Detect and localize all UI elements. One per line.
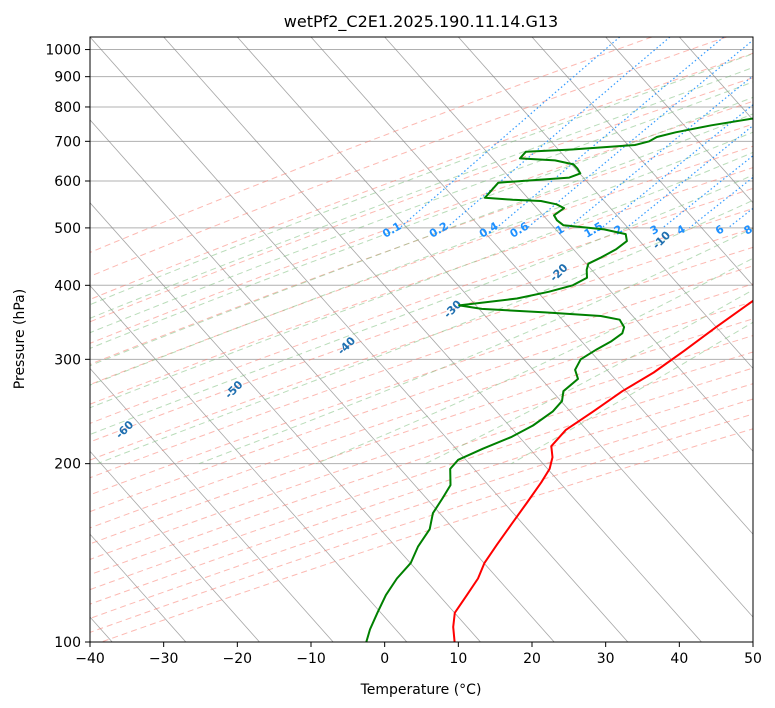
x-tick-label: 30 xyxy=(597,651,615,667)
moist-adiabat-line xyxy=(90,174,753,436)
moist-adiabat-line xyxy=(511,321,753,465)
mixing-ratio-line xyxy=(567,75,753,229)
x-tick-label: −40 xyxy=(75,651,105,667)
y-tick-label: 200 xyxy=(54,457,81,473)
isotherm-line xyxy=(458,37,753,370)
mixing-ratio-line xyxy=(496,37,724,229)
x-tick-label: 50 xyxy=(744,651,762,667)
dry-adiabat-line xyxy=(90,77,753,323)
x-tick-label: 40 xyxy=(670,651,688,667)
dry-adiabat-lines xyxy=(90,37,753,642)
isotherm-line xyxy=(90,367,334,642)
isotherm-line xyxy=(531,37,753,287)
y-tick-label: 900 xyxy=(54,70,81,86)
y-tick-label: 500 xyxy=(54,221,81,237)
x-axis-title: Temperature (°C) xyxy=(360,682,482,698)
dry-adiabat-line xyxy=(90,351,753,576)
dry-adiabat-line xyxy=(90,37,727,277)
mixing-ratio-line xyxy=(446,37,671,229)
isotherm-line xyxy=(90,119,555,642)
plot-frame xyxy=(89,36,754,643)
moist-adiabat-line xyxy=(90,96,753,349)
isotherm-line xyxy=(90,450,260,642)
isotherm-line xyxy=(384,37,753,452)
mixing-ratio-lines xyxy=(399,37,753,229)
pressure-gridlines xyxy=(90,49,753,642)
dry-adiabat-line xyxy=(90,52,753,300)
dry-adiabat-line xyxy=(90,383,753,605)
profile-series xyxy=(365,117,753,642)
plot-area: 0.10.20.40.611.52346810131620253036-100-… xyxy=(90,37,755,642)
x-tick-label: −20 xyxy=(223,651,253,667)
dry-adiabat-line xyxy=(90,208,753,443)
moist-adiabat-line xyxy=(90,151,753,409)
isotherm-line xyxy=(90,284,408,642)
x-tick-label: 10 xyxy=(449,651,467,667)
dewpoint-profile xyxy=(365,117,753,642)
moist-adiabat-line xyxy=(198,227,753,465)
dry-adiabat-line xyxy=(90,301,753,529)
y-tick-label: 300 xyxy=(54,352,81,368)
chart-title: wetPf2_C2E1.2025.190.11.14.G13 xyxy=(284,12,558,32)
dry-adiabat-line xyxy=(90,37,653,253)
mixing-ratio-line xyxy=(601,103,753,229)
isotherm-line xyxy=(163,37,702,642)
y-tick-label: 600 xyxy=(54,174,81,190)
y-tick-label: 400 xyxy=(54,278,81,294)
dry-adiabat-line xyxy=(90,265,753,496)
x-axis: −40 −30 −20 −10 0 10 20 30 40 50 xyxy=(75,642,762,667)
moist-adiabat-line xyxy=(90,66,753,319)
y-tick-label: 800 xyxy=(54,100,81,116)
isotherm-line xyxy=(605,37,753,204)
mixing-ratio-line xyxy=(526,39,753,229)
y-tick-label: 1000 xyxy=(45,43,81,59)
isotherm-line xyxy=(90,202,481,642)
temperature-profile xyxy=(452,299,753,642)
y-tick-label: 700 xyxy=(54,134,81,150)
isotherm-line xyxy=(310,37,753,535)
dry-adiabat-line xyxy=(90,335,753,560)
isotherm-lines xyxy=(90,37,753,642)
mixing-ratio-line xyxy=(399,37,621,229)
isotherm-line xyxy=(237,37,753,618)
x-tick-label: 20 xyxy=(523,651,541,667)
isotherm-line xyxy=(90,37,629,642)
mixing-ratio-label: 8 xyxy=(742,223,755,238)
x-tick-label: −10 xyxy=(296,651,326,667)
y-axis: 1000 900 800 700 600 500 400 300 200 100 xyxy=(45,43,90,651)
dry-adiabat-line xyxy=(90,246,753,479)
dry-adiabat-line xyxy=(90,187,753,424)
y-axis-title: Pressure (hPa) xyxy=(12,289,28,389)
x-tick-label: 0 xyxy=(380,651,389,667)
x-tick-label: −30 xyxy=(149,651,179,667)
moist-adiabat-line xyxy=(90,113,753,367)
y-tick-label: 100 xyxy=(54,635,81,651)
